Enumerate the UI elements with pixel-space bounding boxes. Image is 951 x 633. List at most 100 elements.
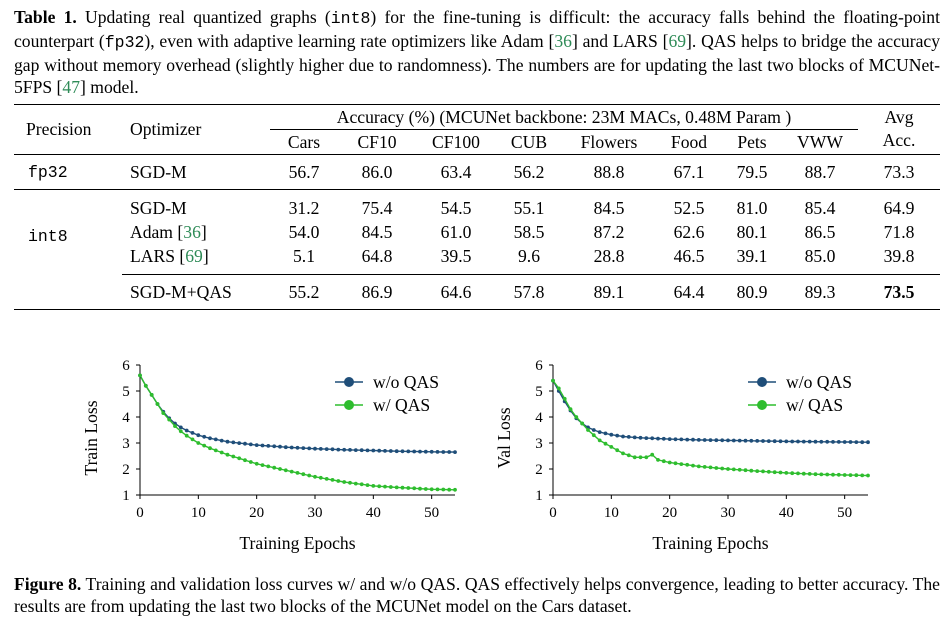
data-point: [766, 439, 771, 443]
data-point: [348, 480, 352, 485]
data-point: [260, 443, 265, 448]
value-cell: 67.1: [673, 161, 705, 182]
data-point: [418, 486, 422, 491]
data-point: [272, 444, 277, 449]
data-point: [143, 383, 148, 388]
data-point: [342, 447, 347, 452]
data-point: [295, 471, 300, 475]
data-point: [597, 430, 602, 434]
data-point: [778, 439, 783, 444]
value-cell: 87.2: [593, 221, 625, 242]
value-cell: 57.8: [496, 274, 562, 310]
data-point: [807, 472, 812, 476]
data-point: [731, 467, 736, 472]
data-point: [562, 396, 567, 401]
data-point: [394, 485, 399, 490]
data-point: [685, 437, 690, 442]
x-tick-label: 40: [779, 505, 794, 521]
data-point: [691, 437, 695, 442]
data-point: [213, 448, 218, 453]
data-point: [673, 437, 678, 442]
y-tick-label: 3: [535, 436, 543, 452]
data-point: [248, 442, 253, 447]
value-cell: 88.8: [593, 161, 625, 182]
optimizer-cell: SGD-M: [130, 161, 187, 182]
data-point: [377, 448, 382, 453]
data-point: [429, 449, 434, 454]
data-point: [638, 435, 643, 440]
data-point: [825, 472, 830, 477]
data-point: [266, 464, 271, 469]
data-point: [842, 440, 847, 444]
y-axis-label: Train Loss: [81, 400, 101, 475]
value-cell: 84.5: [593, 197, 625, 218]
citation-link[interactable]: 69: [668, 31, 687, 51]
data-point: [406, 486, 411, 490]
data-point: [190, 431, 195, 435]
data-point: [208, 446, 212, 451]
data-point: [638, 455, 643, 460]
data-point: [423, 487, 428, 491]
data-point: [318, 475, 323, 480]
optimizer-cell: Adam [36]: [122, 220, 270, 244]
data-point: [591, 433, 596, 438]
data-point: [289, 469, 294, 474]
data-point: [447, 450, 452, 454]
data-point: [377, 484, 382, 489]
chart-panel-2: 1 2 3 4 5 6 0 10 20 30 40 50 Training Epochs Val Loss…: [494, 358, 870, 553]
data-point: [213, 437, 218, 442]
data-point: [173, 424, 177, 428]
data-point: [772, 439, 777, 444]
data-point: [155, 402, 160, 406]
avg-cell: 71.8: [883, 221, 915, 242]
optimizer-cell: LARS [69]: [122, 244, 270, 275]
data-point: [400, 449, 405, 454]
data-point: [650, 436, 655, 441]
figure-caption-label: Figure 8.: [14, 574, 82, 594]
citation-link[interactable]: 36: [554, 31, 572, 51]
data-point: [586, 428, 590, 432]
data-point: [556, 386, 561, 391]
data-point: [248, 460, 253, 464]
data-point: [831, 440, 835, 444]
optimizer-name: LARS [: [130, 245, 186, 266]
value-cell: 56.2: [513, 161, 545, 182]
data-point: [860, 440, 865, 445]
value-cell: 31.2: [288, 197, 320, 218]
data-point: [766, 469, 771, 474]
x-tick-label: 40: [366, 505, 381, 521]
data-point: [568, 407, 573, 412]
figure-8: 1 2 3 4 5 6 0 10 20 30 40 50 Training Epochs Train Lo…: [0, 352, 951, 562]
data-point: [708, 438, 713, 442]
avg-cell: 39.8: [883, 245, 915, 266]
value-cell: 79.5: [736, 161, 768, 182]
data-point: [661, 436, 666, 441]
data-point: [254, 461, 259, 466]
value-cell: 86.0: [361, 161, 393, 182]
data-point: [441, 450, 446, 454]
data-point: [615, 433, 620, 438]
citation-link[interactable]: 36: [183, 221, 201, 242]
legend-label: w/ QAS: [373, 395, 430, 415]
x-tick-label: 50: [837, 505, 852, 521]
table-row-qas: SGD-M+QAS 55.2 86.9 64.6 57.8 89.1 64.4 …: [14, 274, 940, 310]
data-point: [737, 467, 742, 472]
optimizer-bracket: ]: [202, 245, 209, 266]
y-tick-label: 2: [122, 462, 130, 478]
data-point: [365, 448, 370, 453]
value-cell: 86.5: [804, 221, 836, 242]
chart-panel-1: 1 2 3 4 5 6 0 10 20 30 40 50 Training Epochs Train Lo…: [81, 358, 457, 553]
data-point: [737, 438, 742, 443]
y-tick-label: 2: [535, 462, 543, 478]
optimizer-cell: SGD-M: [130, 197, 187, 218]
data-point: [435, 487, 440, 492]
data-point: [667, 437, 672, 441]
data-point: [714, 466, 719, 470]
data-point: [266, 444, 271, 448]
x-tick-label: 20: [662, 505, 677, 521]
value-cell: 81.0: [736, 197, 768, 218]
citation-link[interactable]: 69: [185, 245, 203, 266]
data-point: [272, 465, 277, 470]
citation-link[interactable]: 47: [62, 77, 81, 97]
